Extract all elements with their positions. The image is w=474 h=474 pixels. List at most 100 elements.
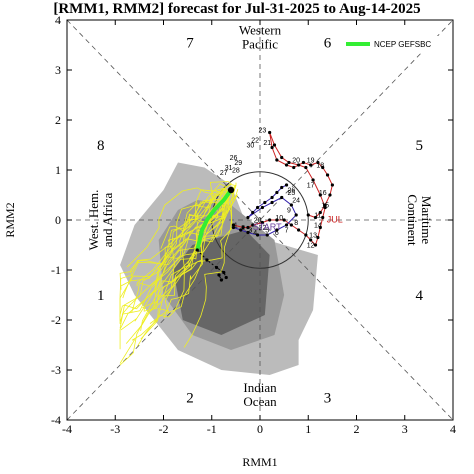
- day-label: 23: [259, 128, 267, 135]
- series-point: [309, 238, 313, 242]
- series-point: [318, 210, 322, 215]
- y-axis-label: RMM2: [3, 202, 17, 237]
- day-label: 16: [319, 190, 327, 197]
- series-point: [325, 173, 330, 177]
- day-label: 17: [307, 183, 315, 190]
- day-label: 26: [287, 188, 295, 195]
- ensemble-member-line: [160, 190, 231, 249]
- series-point: [323, 205, 327, 210]
- phase-label: 7: [186, 36, 194, 52]
- region-label-line: Ocean: [243, 394, 277, 409]
- day-label: 21: [263, 140, 271, 147]
- series-line: [233, 132, 333, 246]
- ensemble-member-line: [183, 186, 236, 348]
- day-label: 24: [292, 198, 300, 205]
- day-label: 22: [259, 225, 267, 232]
- series-point: [268, 130, 272, 135]
- series-point: [231, 223, 236, 227]
- y-tick-label: -2: [51, 313, 61, 327]
- x-tick-label: 0: [257, 422, 263, 436]
- legend: NCEP GEFSBC: [343, 36, 451, 52]
- legend-label: NCEP GEFSBC: [374, 40, 431, 49]
- series-point: [289, 223, 293, 227]
- series-point: [284, 163, 289, 167]
- series-point: [318, 225, 322, 230]
- ensemble-member-line: [140, 181, 231, 332]
- series-point: [268, 218, 272, 222]
- day-label: 28: [232, 168, 240, 175]
- series-point: [270, 200, 274, 205]
- series-point: [313, 243, 318, 247]
- series-point: [287, 160, 291, 165]
- series-point: [246, 230, 250, 235]
- diagonal-guide: [66, 19, 454, 421]
- y-tick-label: -3: [51, 363, 61, 377]
- series-point: [323, 203, 327, 207]
- day-label: 2: [241, 225, 245, 232]
- series-point: [318, 193, 322, 197]
- ensemble-member-line: [119, 194, 225, 350]
- y-tick-label: -1: [51, 263, 61, 277]
- series-point: [306, 213, 310, 217]
- series-point: [251, 210, 255, 215]
- chart-title: [RMM1, RMM2] forecast for Jul-31-2025 to…: [53, 1, 421, 17]
- series-point: [205, 258, 209, 262]
- day-label: 3: [248, 228, 252, 235]
- day-label: 27: [220, 170, 228, 177]
- region-label-line: and Africa: [100, 193, 115, 248]
- x-tick-label: -1: [207, 422, 217, 436]
- day-label: 15: [321, 203, 329, 210]
- ensemble-member-line: [136, 183, 226, 287]
- day-label: 8: [294, 220, 298, 227]
- ensemble-member-line: [119, 184, 231, 317]
- series-point: [246, 215, 250, 220]
- series-point: [280, 185, 284, 190]
- day-label: 18: [316, 163, 324, 170]
- annotation-label: START: [253, 222, 282, 232]
- series-point: [316, 160, 320, 165]
- x-tick-label: 3: [402, 422, 408, 436]
- series-point: [263, 200, 267, 205]
- day-label: 13: [309, 233, 317, 240]
- series-point: [316, 235, 320, 240]
- ensemble-member-line: [149, 189, 239, 324]
- series-point: [224, 275, 228, 280]
- day-label: 31: [225, 165, 233, 172]
- series-point: [284, 223, 289, 227]
- ensemble-member-line: [119, 183, 232, 324]
- legend-box: [343, 36, 451, 52]
- day-label: 20: [254, 218, 262, 225]
- series-point: [284, 183, 289, 187]
- region-label-line: Indian: [243, 380, 277, 395]
- region-label-line: Continent: [405, 194, 420, 246]
- ensemble-member-line: [119, 187, 236, 290]
- day-label: 26: [230, 155, 238, 162]
- series-point: [280, 155, 284, 160]
- series-line: [195, 188, 233, 251]
- y-tick-label: 3: [55, 63, 61, 77]
- day-label: 30: [246, 143, 254, 150]
- series-point: [255, 205, 260, 210]
- series-point: [222, 270, 226, 275]
- series-point: [289, 203, 293, 207]
- day-label: 1: [234, 223, 238, 230]
- y-tick-label: 1: [55, 163, 61, 177]
- series-layer: [195, 130, 334, 282]
- ensemble-member-line: [131, 189, 232, 313]
- y-tick-label: -4: [51, 413, 61, 427]
- day-label: 6: [275, 230, 279, 237]
- day-label: 29: [234, 160, 242, 167]
- series-point: [195, 248, 199, 252]
- ensemble-member-line: [153, 186, 233, 309]
- phase-label: 5: [415, 138, 423, 154]
- day-label: 5: [265, 228, 269, 235]
- series-point: [282, 218, 286, 222]
- region-label-line: West. Hem.: [86, 190, 101, 251]
- series-point: [294, 213, 298, 217]
- series-point: [304, 165, 308, 170]
- phase-label: 2: [186, 391, 194, 407]
